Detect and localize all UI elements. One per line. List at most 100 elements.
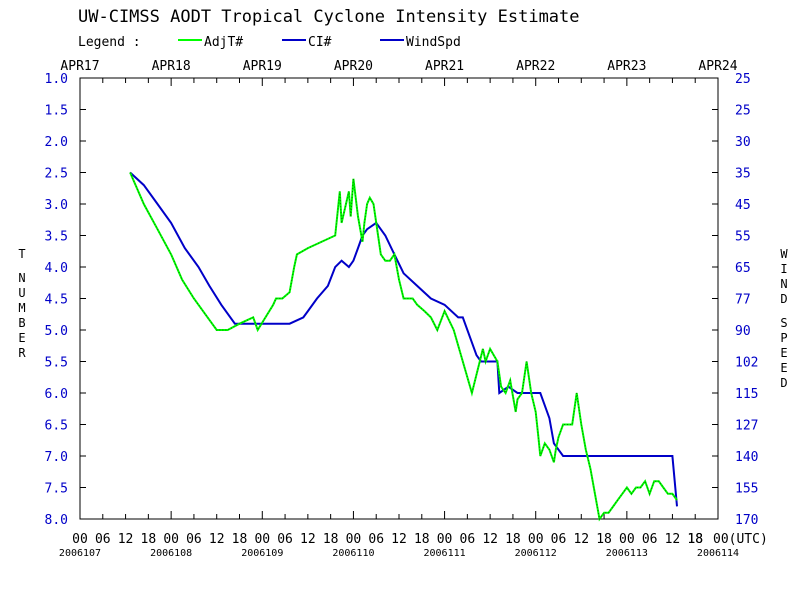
x-date-label: 2006112 <box>515 548 557 559</box>
x-top-label: APR18 <box>152 59 191 74</box>
axis-ticks <box>79 77 719 520</box>
y-right-tick-label: 45 <box>735 198 751 213</box>
y-right-tick-label: 55 <box>735 230 751 245</box>
y-left-tick-label: 6.5 <box>45 419 68 434</box>
x-hour-label: 12 <box>482 532 498 547</box>
y-right-tick-label: 77 <box>735 293 751 308</box>
axis-title-char: E <box>780 361 787 375</box>
x-date-label: 2006111 <box>423 548 465 559</box>
y-left-tick-label: 7.5 <box>45 482 68 497</box>
x-date-label: 2006114 <box>697 548 739 559</box>
x-end-label: 00(UTC) <box>713 532 768 547</box>
x-hour-label: 06 <box>642 532 658 547</box>
legend-label: Legend : <box>78 35 141 50</box>
x-top-label: APR20 <box>334 59 373 74</box>
x-date-label: 2006109 <box>241 548 283 559</box>
y-right-tick-label: 115 <box>735 387 758 402</box>
y-right-tick-label: 65 <box>735 261 751 276</box>
axis-title-char: I <box>780 262 787 276</box>
legend: AdjT# CI# WindSpd <box>178 35 461 50</box>
y-right-tick-label: 102 <box>735 356 758 371</box>
x-top-label: APR22 <box>516 59 555 74</box>
x-hour-label: 18 <box>687 532 703 547</box>
x-hour-label: 18 <box>141 532 157 547</box>
y-right-tick-labels: 25 25 30 35 45 55 65 77 90 102 115 127 140 155 170 <box>735 72 758 528</box>
axis-title-char: M <box>18 301 25 315</box>
x-hour-label: 18 <box>687 532 703 547</box>
x-hour-labels: 00 06 12 18 06 12 18 00 06 12 18 00 06 12 18 00 06 12 18 00… <box>72 532 768 547</box>
x-date-label: 2006108 <box>150 548 192 559</box>
x-hour-label: 06 <box>277 532 293 547</box>
plot-frame <box>79 77 719 520</box>
plot-border <box>79 77 719 520</box>
series-line-ci <box>129 171 678 507</box>
axis-title-char: S <box>780 316 787 330</box>
axis-title-char: D <box>780 376 787 390</box>
x-hour-label: 00 <box>72 532 88 547</box>
y-left-tick-label: 4.0 <box>45 261 68 276</box>
y-right-tick-label: 140 <box>735 450 758 465</box>
x-hour-label: 12 <box>573 532 589 547</box>
x-hour-label: 12 <box>391 532 407 547</box>
x-date-labels: 2006107 2006108 2006109 2006110 2006111 20061… <box>59 548 739 559</box>
axis-title-char: N <box>780 277 787 291</box>
x-hour-label: 00 <box>437 532 453 547</box>
y-right-tick-label: 127 <box>735 419 758 434</box>
y-left-tick-label: 8.0 <box>45 513 68 528</box>
x-hour-label: 18 <box>323 532 339 547</box>
x-top-label: APR21 <box>425 59 464 74</box>
series-layer <box>129 171 678 522</box>
x-hour-label: 18 <box>232 532 248 547</box>
x-date-label: 2006113 <box>606 548 648 559</box>
series-line-adjt <box>129 172 678 522</box>
series-line-adjt-overlay <box>129 172 678 521</box>
x-hour-label: 06 <box>95 532 111 547</box>
axis-title-char: R <box>18 346 26 360</box>
x-hour-label: 06 <box>551 532 567 547</box>
x-top-label: APR23 <box>607 59 646 74</box>
x-hour-label: 18 <box>596 532 612 547</box>
x-hour-label: 06 <box>460 532 476 547</box>
axis-title-char: N <box>18 271 25 285</box>
axis-title-char: D <box>780 292 787 306</box>
x-top-day-labels: APR17 APR18 APR19 APR20 APR21 APR22 APR23 APR24 <box>60 59 737 74</box>
legend-entry-label: CI# <box>308 35 332 50</box>
x-date-label: 2006107 <box>59 548 101 559</box>
y-left-tick-label: 5.0 <box>45 324 68 339</box>
y-left-tick-label: 4.5 <box>45 293 68 308</box>
y-right-tick-label: 25 <box>735 104 751 119</box>
legend-entry-label: AdjT# <box>204 35 243 50</box>
y-right-tick-label: 35 <box>735 167 751 182</box>
y-right-tick-label: 90 <box>735 324 751 339</box>
x-hour-label: 06 <box>186 532 202 547</box>
y-left-tick-label: 6.0 <box>45 387 68 402</box>
axis-title-char: B <box>18 316 25 330</box>
x-top-label: APR17 <box>60 59 99 74</box>
axis-title-char: P <box>780 331 787 345</box>
y-left-tick-label: 7.0 <box>45 450 68 465</box>
legend-entry-label: WindSpd <box>406 35 461 50</box>
axis-title-char: U <box>18 286 25 300</box>
x-hour-label: 00 <box>346 532 362 547</box>
y-right-tick-label: 30 <box>735 135 751 150</box>
axis-title-char: W <box>780 247 788 261</box>
y-right-tick-label: 25 <box>735 72 751 87</box>
y-left-tick-label: 1.5 <box>45 104 68 119</box>
y-right-tick-label: 155 <box>735 482 758 497</box>
x-hour-label: 12 <box>665 532 681 547</box>
x-top-label: APR24 <box>698 59 737 74</box>
x-hour-label: 18 <box>414 532 430 547</box>
chart-title: UW-CIMSS AODT Tropical Cyclone Intensity… <box>78 7 580 27</box>
x-hour-label: 06 <box>368 532 384 547</box>
y-left-tick-labels: 1.0 1.5 2.0 2.5 3.0 3.5 4.0 4.5 5.0 5.5 6.0 6.5 7.0 7… <box>45 72 68 528</box>
y-left-tick-label: 2.5 <box>45 167 68 182</box>
x-hour-label: 00 <box>254 532 270 547</box>
y-left-axis-label: T NUMBERTNUMBER <box>18 247 26 360</box>
y-left-tick-label: 2.0 <box>45 135 68 150</box>
x-top-label: APR19 <box>243 59 282 74</box>
axis-title-char: E <box>18 331 25 345</box>
x-date-label: 2006110 <box>332 548 374 559</box>
